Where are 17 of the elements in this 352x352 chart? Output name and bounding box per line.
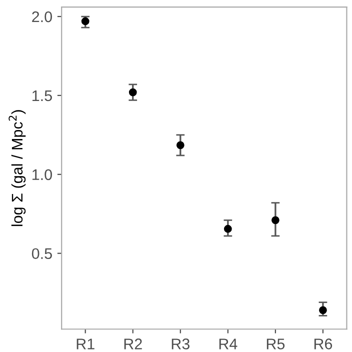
x-tick-label: R4: [219, 338, 238, 350]
y-axis-title: log Σ (gal / Mpc$^{2}$): [8, 110, 26, 226]
y-tick-label: 1.5: [32, 90, 52, 102]
point: [128, 88, 137, 96]
point: [81, 17, 90, 26]
x-tick-label: R2: [124, 338, 142, 350]
point: [271, 216, 280, 224]
y-tick-label: 1.0: [32, 169, 52, 180]
x-tick-label: R3: [172, 338, 190, 350]
point: [319, 306, 327, 314]
x-tick-label: R5: [266, 338, 285, 350]
point: [176, 141, 184, 150]
y-tick-label: 2.0: [32, 11, 52, 22]
y-tick-label: 0.5: [32, 248, 52, 260]
x-tick-label: R1: [76, 338, 94, 350]
x-tick-label: R6: [314, 338, 332, 350]
point: [224, 224, 232, 233]
